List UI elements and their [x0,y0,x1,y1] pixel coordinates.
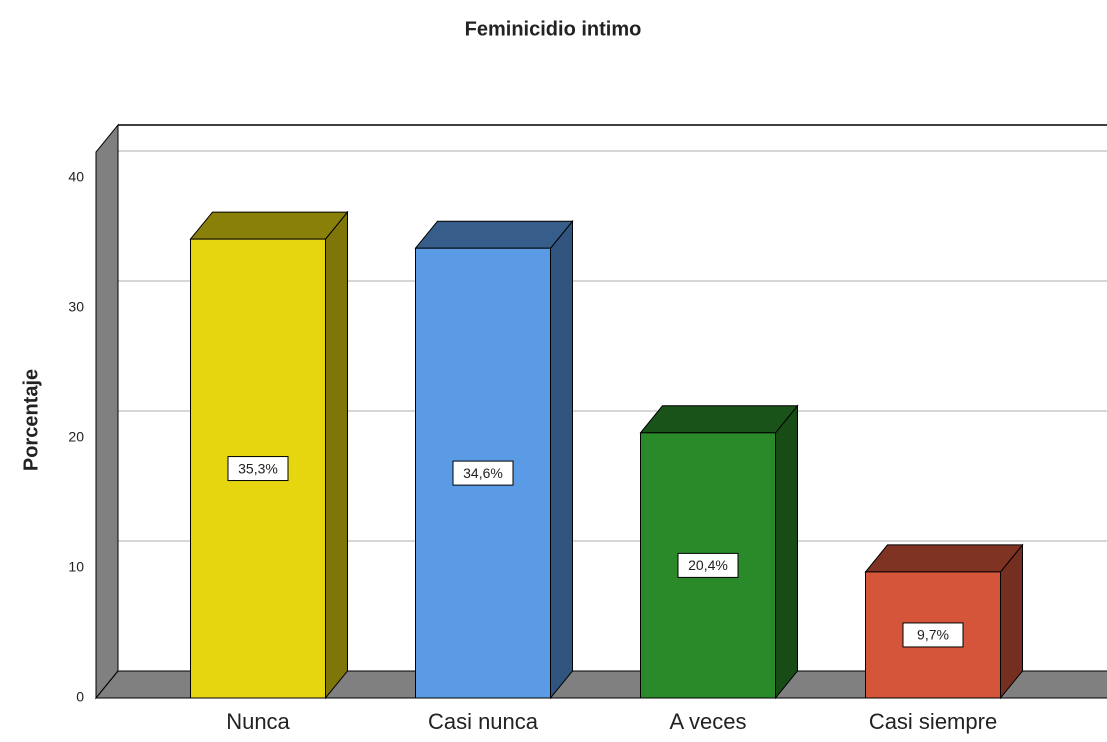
x-tick-label: Casi siempre [869,709,997,734]
chart-title: Feminicidio intimo [465,18,642,40]
x-tick-label: Nunca [226,709,290,734]
y-tick-label: 30 [68,299,84,315]
bar-side [550,219,573,700]
x-tick-label: A veces [669,709,746,734]
bar-top [189,211,349,240]
value-label: 34,6% [463,465,503,481]
bar-top [414,220,574,249]
y-tick-label: 10 [68,559,84,575]
value-label-box [452,460,514,486]
value-label: 20,4% [688,557,728,573]
y-tick-label: 0 [76,689,84,705]
y-tick-label: 40 [68,169,84,185]
bar-top [864,544,1024,573]
bar-side [325,210,348,700]
x-tick-label: Casi nunca [428,709,539,734]
value-label: 35,3% [238,460,278,476]
back-wall [118,125,1107,671]
value-label-box [902,622,964,648]
y-axis-label: Porcentaje [20,369,42,471]
y-tick-label: 20 [68,429,84,445]
bar-side [775,404,798,700]
bar-top [639,405,799,434]
value-label: 9,7% [917,627,949,643]
value-label-box [227,456,289,482]
value-label-box [677,552,739,578]
left-wall [95,123,119,700]
